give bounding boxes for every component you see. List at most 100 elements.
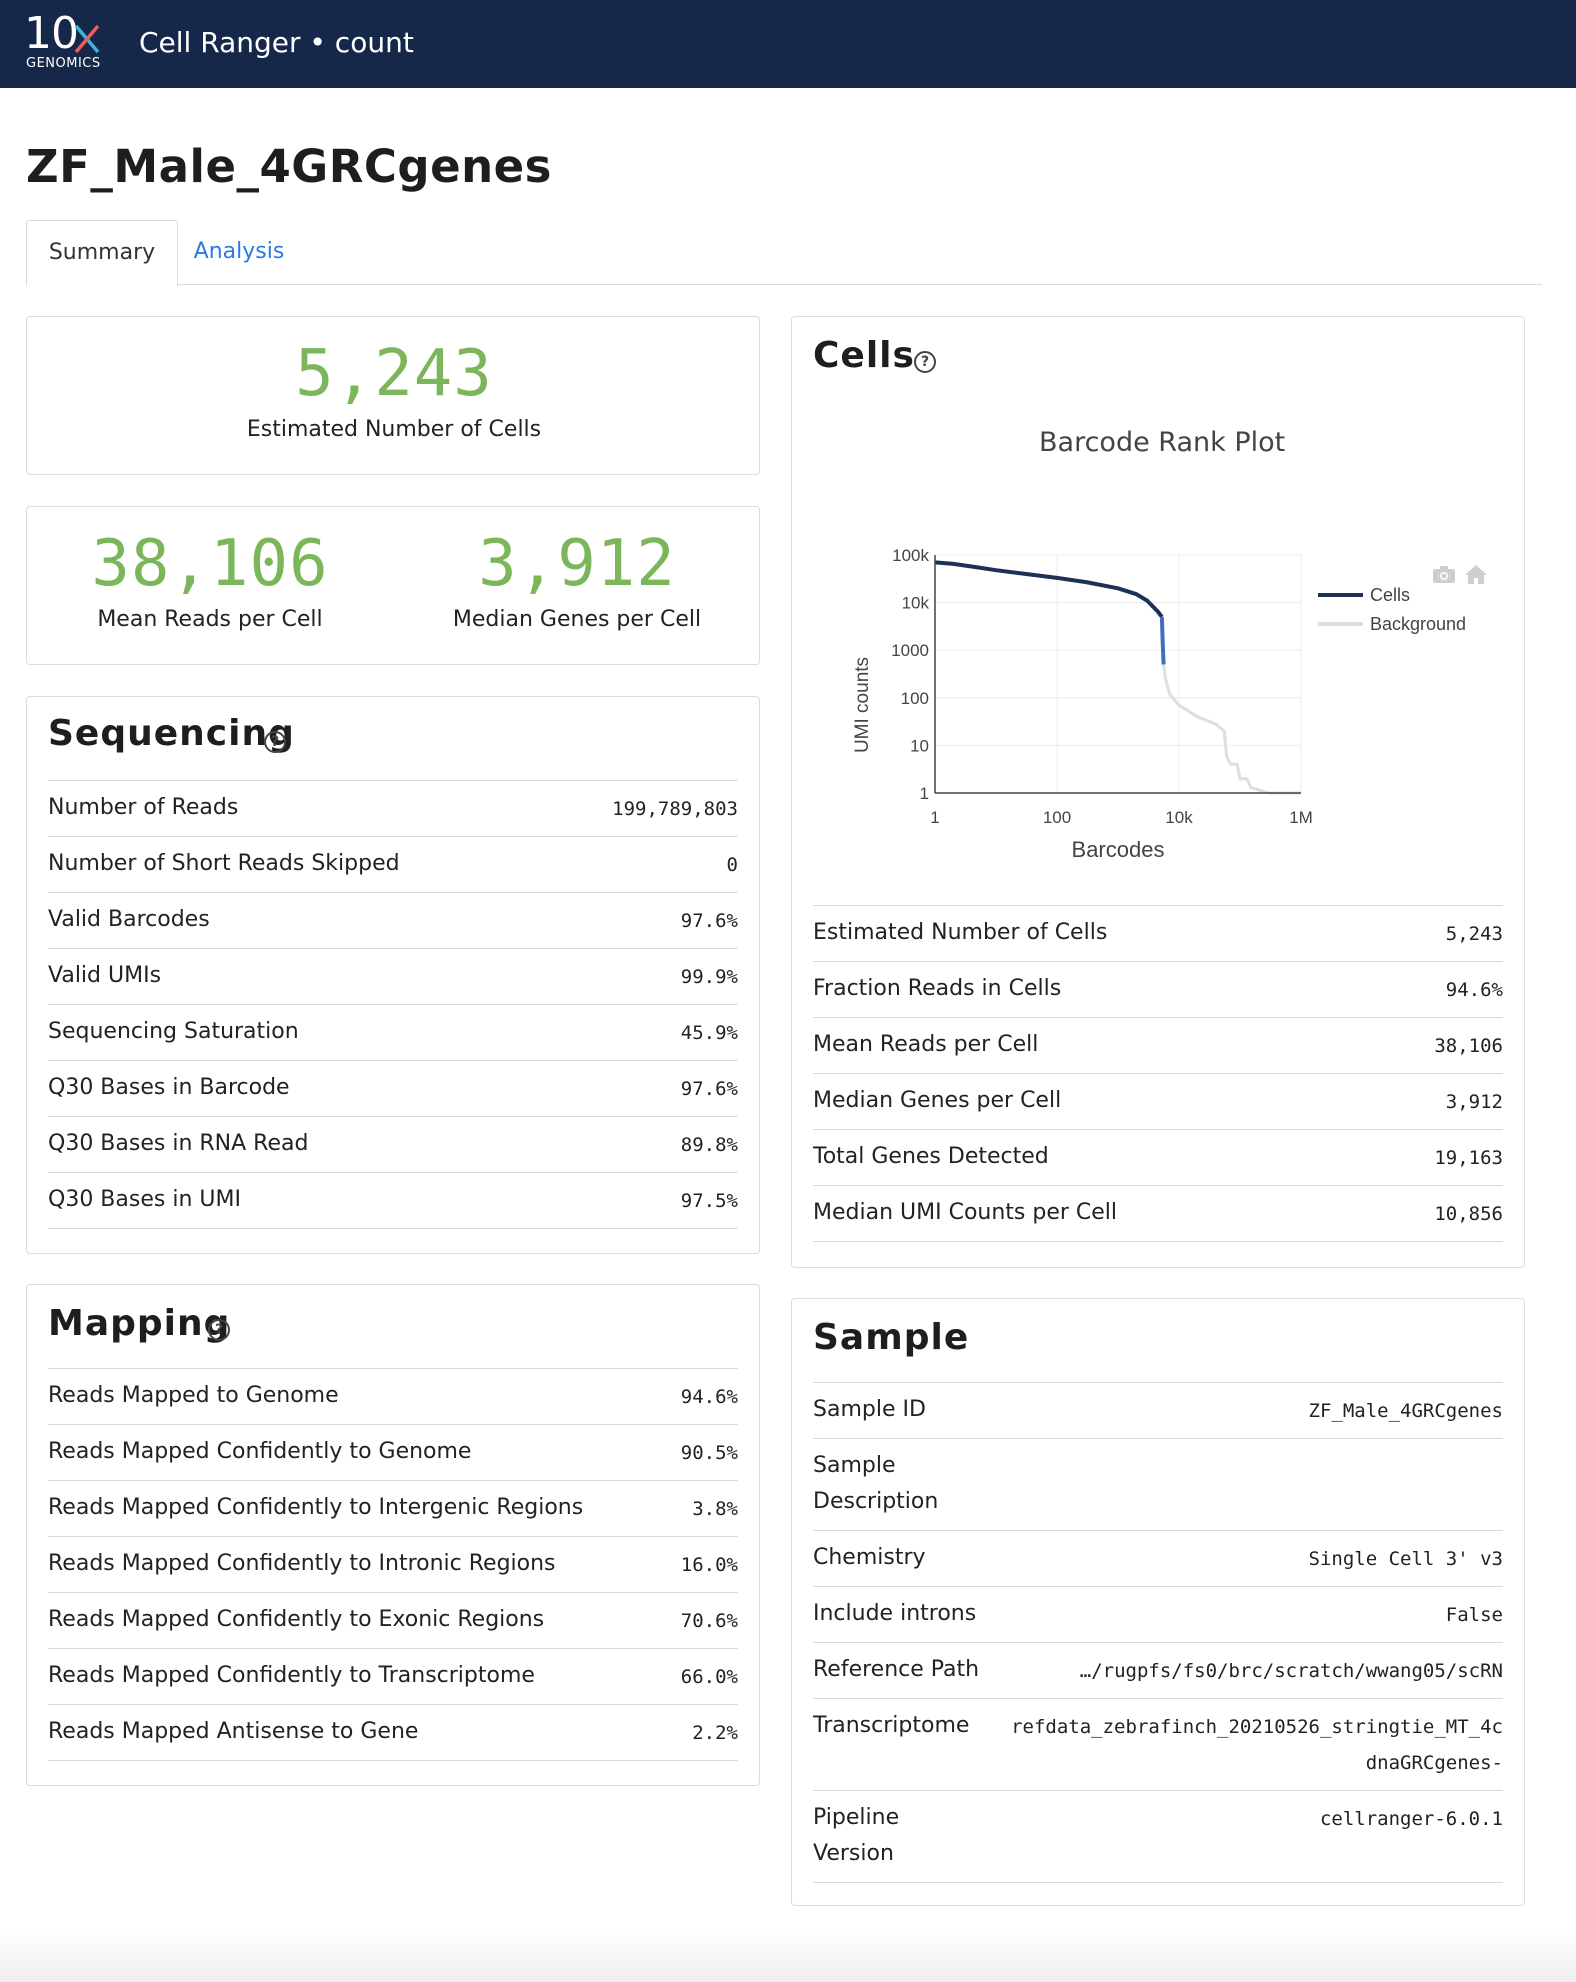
tab-summary[interactable]: Summary (26, 220, 178, 286)
metric-row: Reads Mapped Confidently to Transcriptom… (48, 1648, 738, 1704)
metric-label: Reads Mapped Confidently to Intergenic R… (48, 1495, 584, 1520)
metric-value: 45.9% (680, 1022, 738, 1044)
metric-label: Include introns (813, 1601, 977, 1626)
y-tick-label: 1000 (891, 641, 929, 660)
metric-value: 90.5% (680, 1442, 738, 1464)
sample-card: Sample Sample ID ZF_Male_4GRCgenes Sample D… (791, 1298, 1525, 1906)
metric-label: Sequencing Saturation (48, 1019, 299, 1044)
sequencing-title: Sequencing (48, 713, 295, 754)
sequencing-metrics-table: Number of Reads 199,789,803 Number of Shor… (48, 780, 738, 1230)
plot-axes (934, 555, 1301, 794)
metric-value: 97.6% (680, 1078, 738, 1100)
metric-value: 89.8% (680, 1134, 738, 1156)
sequencing-card: Sequencing ? Number of Reads 199,789,803 N… (26, 696, 760, 1254)
metric-value: 3.8% (692, 1498, 738, 1520)
y-tick-label: 10k (902, 594, 930, 613)
metric-row: Reads Mapped Confidently to Genome 90.5% (48, 1424, 738, 1480)
top-navbar: 10 GENOMICS Cell Ranger • count (0, 0, 1576, 88)
metric-label: Reads Mapped to Genome (48, 1383, 339, 1408)
metric-label: Sample ID (813, 1397, 926, 1422)
mapping-help-icon[interactable]: ? (208, 1319, 230, 1341)
metric-label: Estimated Number of Cells (813, 920, 1108, 945)
metric-label: Valid UMIs (48, 963, 162, 988)
page-title: ZF_Male_4GRCgenes (26, 140, 552, 193)
metric-label: Sample (813, 1453, 896, 1478)
metric-row: Estimated Number of Cells 5,243 (813, 905, 1503, 961)
metric-value: 97.6% (680, 910, 738, 932)
logo-number: 10 (24, 8, 79, 59)
metric-row: Total Genes Detected 19,163 (813, 1129, 1503, 1185)
metric-label: Reads Mapped Confidently to Exonic Regio… (48, 1607, 545, 1632)
table-bottom-border (48, 1760, 738, 1761)
metric-row: Reference Path …/rugpfs/fs0/brc/scratch/w… (813, 1642, 1503, 1698)
metric-row: Chemistry Single Cell 3' v3 (813, 1530, 1503, 1586)
metric-label: Median UMI Counts per Cell (813, 1200, 1118, 1225)
metric-row: Valid UMIs 99.9% (48, 948, 738, 1004)
metric-value: 19,163 (1434, 1147, 1503, 1169)
metric-value: cellranger-6.0.1 (1319, 1808, 1503, 1830)
median-genes-value: 3,912 (478, 527, 676, 601)
y-tick-label: 100k (892, 546, 929, 565)
metric-value: 5,243 (1445, 923, 1503, 945)
logo-x-icon (74, 24, 100, 54)
metric-label: Number of Reads (48, 795, 239, 820)
y-tick-label: 10 (910, 736, 929, 755)
mapping-title: Mapping (48, 1303, 231, 1344)
barcode-rank-plot[interactable]: 1 100 10k 1M 1 10 100 1000 10k 100k Cells Backgrou… (792, 437, 1526, 877)
cells-help-icon[interactable]: ? (914, 351, 936, 373)
x-tick-label: 100 (1043, 808, 1071, 827)
hero-cells-card: 5,243 Estimated Number of Cells (26, 316, 760, 475)
metric-value: ZF_Male_4GRCgenes (1308, 1400, 1503, 1422)
metric-row: Q30 Bases in Barcode 97.6% (48, 1060, 738, 1116)
metric-row: Q30 Bases in RNA Read 89.8% (48, 1116, 738, 1172)
metric-label: Reference Path (813, 1657, 980, 1682)
table-bottom-border (813, 1882, 1503, 1883)
cells-metrics-table: Estimated Number of Cells 5,243 Fraction R… (813, 905, 1503, 1245)
plot-grid (934, 554, 1302, 794)
metric-row: Number of Reads 199,789,803 (48, 780, 738, 836)
x-tick-label: 1M (1289, 808, 1313, 827)
metric-label: Valid Barcodes (48, 907, 210, 932)
series-line-background (1162, 664, 1301, 795)
metric-label: Chemistry (813, 1545, 926, 1570)
metric-row: Fraction Reads in Cells 94.6% (813, 961, 1503, 1017)
metric-value: False (1445, 1604, 1503, 1626)
metric-row: Sample Description (813, 1438, 1503, 1530)
tab-analysis[interactable]: Analysis (193, 239, 285, 264)
home-icon[interactable] (1465, 565, 1487, 584)
metric-value: 94.6% (680, 1386, 738, 1408)
metric-label: Mean Reads per Cell (813, 1032, 1039, 1057)
app-title: Cell Ranger • count (139, 26, 414, 59)
chart-title: Barcode Rank Plot (1039, 427, 1286, 458)
metric-value: 38,106 (1434, 1035, 1503, 1057)
camera-icon[interactable] (1433, 566, 1455, 583)
metric-row: Reads Mapped Antisense to Gene 2.2% (48, 1704, 738, 1760)
metric-value: 16.0% (680, 1554, 738, 1576)
metric-value: 199,789,803 (612, 798, 738, 820)
metric-row: Mean Reads per Cell 38,106 (813, 1017, 1503, 1073)
x-axis-label: Barcodes (1072, 837, 1165, 862)
metric-label: Reads Mapped Confidently to Transcriptom… (48, 1663, 535, 1688)
metric-label: Fraction Reads in Cells (813, 976, 1062, 1001)
x-tick-label: 10k (1165, 808, 1193, 827)
page-bottom-fade (0, 1930, 1576, 1982)
metric-row: Transcriptome refdata_zebrafinch_20210526… (813, 1698, 1503, 1790)
metric-row: Median Genes per Cell 3,912 (813, 1073, 1503, 1129)
metric-row: Median UMI Counts per Cell 10,856 (813, 1185, 1503, 1241)
x-tick-label: 1 (930, 808, 939, 827)
plot-lines (934, 560, 1301, 795)
metric-row: Q30 Bases in UMI 97.5% (48, 1172, 738, 1228)
10x-genomics-logo[interactable]: 10 GENOMICS (24, 12, 108, 74)
metric-value: 3,912 (1445, 1091, 1503, 1113)
sample-info-table: Sample ID ZF_Male_4GRCgenes Sample Descript… (813, 1382, 1503, 1892)
sequencing-help-icon[interactable]: ? (264, 731, 286, 753)
metric-label: Transcriptome (813, 1713, 970, 1738)
metric-value: 10,856 (1434, 1203, 1503, 1225)
metric-row: Number of Short Reads Skipped 0 (48, 836, 738, 892)
mapping-metrics-table: Reads Mapped to Genome 94.6% Reads Mapped … (48, 1368, 738, 1768)
metric-row: Pipeline Version cellranger-6.0.1 (813, 1790, 1503, 1882)
plot-legend: Cells Background (1318, 585, 1466, 634)
metric-value: 70.6% (680, 1610, 738, 1632)
mean-reads-label: Mean Reads per Cell (97, 607, 323, 632)
metric-row: Reads Mapped Confidently to Exonic Regio… (48, 1592, 738, 1648)
